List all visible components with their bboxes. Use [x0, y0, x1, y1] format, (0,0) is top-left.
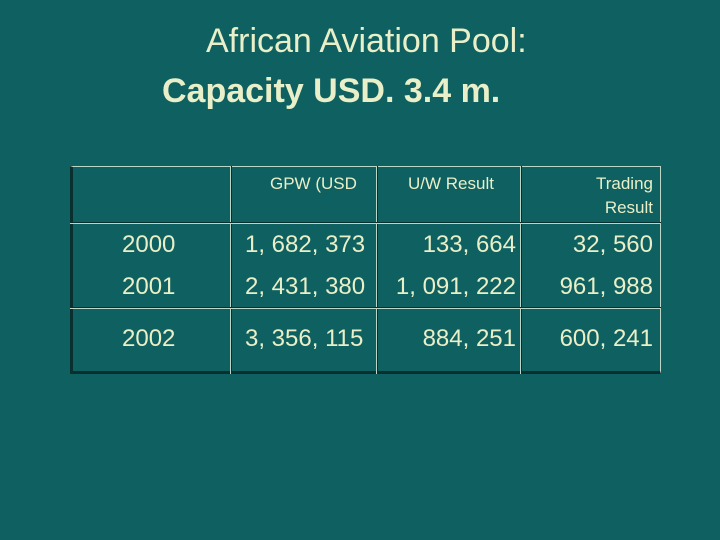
cell-uw-result: 1, 091, 222 — [395, 273, 516, 300]
cell-uw-result: 884, 251 — [422, 325, 516, 352]
cell-uw-result: 133, 664 — [422, 231, 516, 258]
cell-trading-result: 32, 560 — [572, 231, 653, 258]
column-divider — [376, 166, 378, 374]
table-frame — [70, 166, 661, 374]
cell-year: 2000 — [122, 231, 176, 258]
cell-gpw: 3, 356, 115 — [245, 325, 364, 352]
cell-gpw: 2, 431, 380 — [245, 273, 366, 300]
slide-title-line-1: African Aviation Pool: — [206, 22, 527, 60]
cell-trading-result: 961, 988 — [559, 273, 653, 300]
cell-year: 2002 — [122, 325, 176, 352]
header-trading-line-1: Trading — [595, 174, 653, 193]
slide-title-line-2: Capacity USD. 3.4 m. — [162, 72, 501, 110]
column-divider — [230, 166, 232, 374]
header-gpw: GPW (USD — [270, 174, 357, 193]
cell-trading-result: 600, 241 — [559, 325, 653, 352]
cell-year: 2001 — [122, 273, 176, 300]
cell-gpw: 1, 682, 373 — [245, 231, 366, 258]
row-divider — [70, 307, 661, 309]
header-uw-result: U/W Result — [408, 174, 494, 193]
header-trading-line-2: Result — [604, 198, 653, 217]
header-row-divider — [70, 222, 661, 224]
column-divider — [520, 166, 522, 374]
